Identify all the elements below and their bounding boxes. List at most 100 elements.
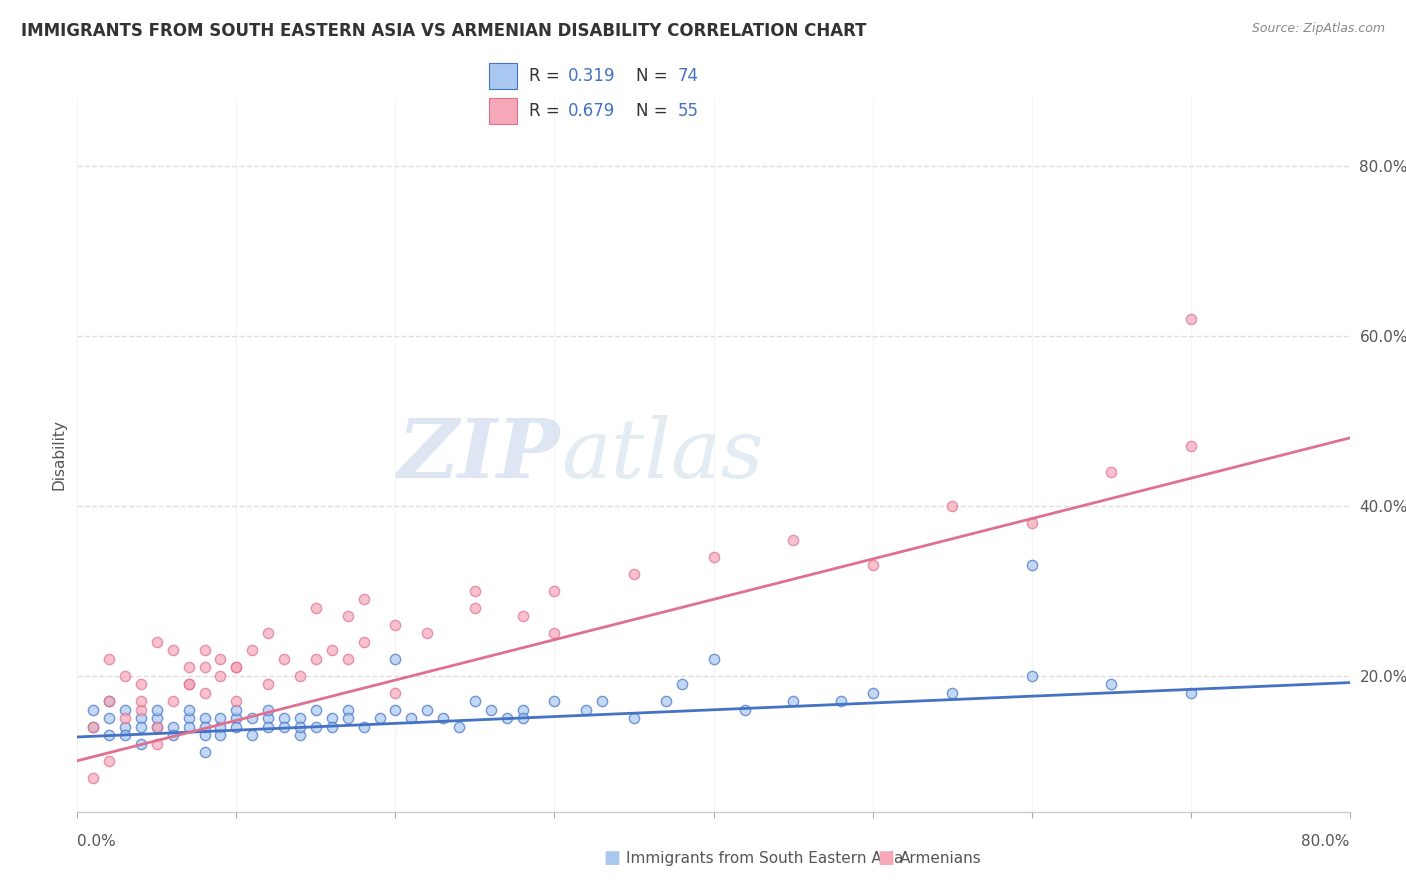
Point	[194, 720, 217, 734]
Point	[146, 703, 169, 717]
Point	[464, 583, 486, 598]
Point	[257, 703, 280, 717]
Point	[194, 660, 217, 674]
Point	[1180, 686, 1202, 700]
Point	[288, 669, 311, 683]
Point	[1021, 516, 1043, 530]
Point	[321, 720, 343, 734]
Point	[146, 720, 169, 734]
Point	[114, 728, 136, 742]
Point	[479, 703, 502, 717]
Point	[209, 669, 232, 683]
Point	[703, 549, 725, 564]
Point	[177, 677, 200, 691]
Point	[209, 720, 232, 734]
Point	[162, 728, 184, 742]
Point	[129, 711, 152, 725]
Bar	[489, 63, 517, 89]
Text: 0.679: 0.679	[568, 103, 616, 120]
Text: ■: ■	[877, 849, 894, 867]
Point	[941, 686, 963, 700]
Point	[1180, 439, 1202, 453]
Text: N =: N =	[636, 103, 672, 120]
Point	[449, 720, 471, 734]
Point	[782, 533, 804, 547]
Point	[1099, 677, 1122, 691]
Point	[1021, 558, 1043, 573]
Point	[240, 728, 263, 742]
Point	[353, 592, 375, 607]
Point	[225, 711, 247, 725]
Text: Armenians: Armenians	[900, 851, 981, 865]
Point	[194, 745, 217, 759]
Point	[177, 677, 200, 691]
Y-axis label: Disability: Disability	[51, 419, 66, 491]
Point	[162, 720, 184, 734]
Point	[353, 720, 375, 734]
Point	[575, 703, 598, 717]
Point	[512, 711, 534, 725]
Point	[129, 703, 152, 717]
Point	[225, 720, 247, 734]
Point	[353, 635, 375, 649]
Text: atlas: atlas	[561, 415, 763, 495]
Point	[129, 677, 152, 691]
Text: 80.0%: 80.0%	[1302, 834, 1350, 849]
Point	[543, 694, 565, 708]
Point	[225, 703, 247, 717]
Point	[384, 703, 406, 717]
Point	[368, 711, 391, 725]
Point	[146, 737, 169, 751]
Point	[305, 600, 328, 615]
Point	[464, 600, 486, 615]
Point	[240, 711, 263, 725]
Point	[209, 728, 232, 742]
Point	[512, 703, 534, 717]
Point	[655, 694, 678, 708]
Text: 74: 74	[678, 67, 699, 85]
Point	[862, 558, 884, 573]
Point	[98, 652, 121, 666]
Point	[305, 652, 328, 666]
Point	[671, 677, 693, 691]
Point	[129, 720, 152, 734]
Point	[146, 720, 169, 734]
Point	[1021, 669, 1043, 683]
Point	[464, 694, 486, 708]
Point	[225, 660, 247, 674]
Point	[194, 686, 217, 700]
Point	[623, 711, 645, 725]
Point	[146, 711, 169, 725]
Text: ■: ■	[603, 849, 620, 867]
Point	[384, 652, 406, 666]
Point	[1180, 312, 1202, 326]
Point	[194, 711, 217, 725]
Point	[257, 711, 280, 725]
Point	[98, 694, 121, 708]
Point	[98, 754, 121, 768]
Point	[98, 711, 121, 725]
Point	[543, 583, 565, 598]
Text: 0.0%: 0.0%	[77, 834, 117, 849]
Point	[384, 686, 406, 700]
Point	[782, 694, 804, 708]
Point	[734, 703, 756, 717]
Point	[114, 669, 136, 683]
Bar	[489, 98, 517, 124]
Text: ZIP: ZIP	[398, 415, 561, 495]
Point	[273, 711, 295, 725]
Point	[98, 728, 121, 742]
Point	[336, 609, 359, 624]
Point	[82, 703, 104, 717]
Point	[1099, 465, 1122, 479]
Point	[257, 626, 280, 640]
Point	[82, 771, 104, 785]
Point	[703, 652, 725, 666]
Point	[384, 617, 406, 632]
Point	[177, 720, 200, 734]
Point	[114, 711, 136, 725]
Text: Source: ZipAtlas.com: Source: ZipAtlas.com	[1251, 22, 1385, 36]
Point	[273, 720, 295, 734]
Point	[416, 626, 439, 640]
Text: N =: N =	[636, 67, 672, 85]
